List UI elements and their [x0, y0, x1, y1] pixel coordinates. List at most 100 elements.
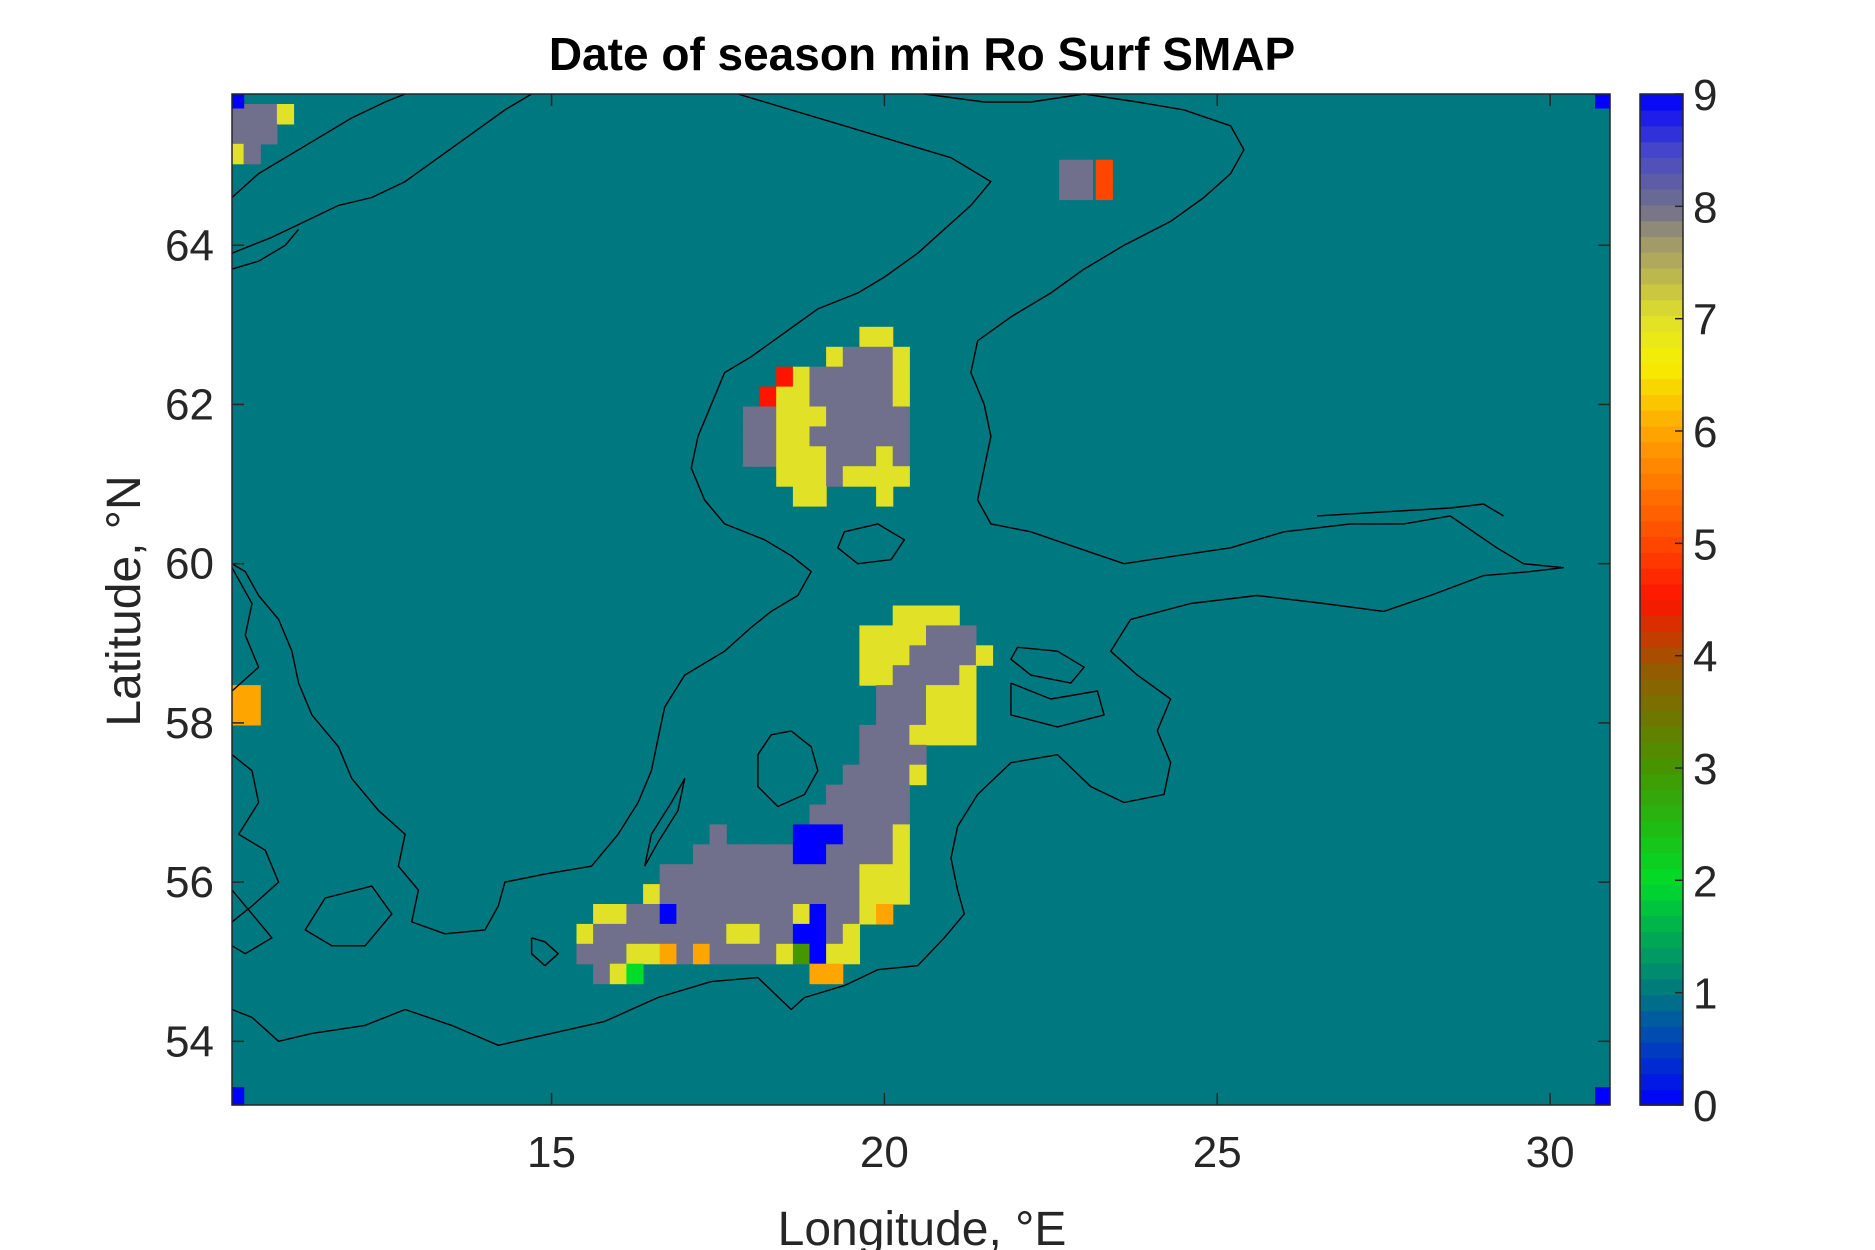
x-tick-label: 20 — [860, 1128, 909, 1177]
heatmap-cell — [626, 943, 644, 965]
colorbar-segment — [1640, 725, 1683, 743]
heatmap-cell — [859, 665, 877, 686]
heatmap-cell — [842, 466, 860, 487]
heatmap-cell — [942, 724, 960, 746]
heatmap-cell — [792, 904, 811, 925]
heatmap-cell — [693, 844, 711, 865]
heatmap-cell — [742, 446, 761, 467]
heatmap-cell — [759, 904, 777, 925]
heatmap-cell — [842, 764, 860, 786]
heatmap-cell — [809, 963, 827, 985]
heatmap-cell — [975, 645, 994, 666]
heatmap-cell — [892, 625, 910, 646]
heatmap-cell — [643, 923, 661, 945]
colorbar-segment — [1640, 978, 1683, 996]
colorbar-segment — [1640, 109, 1683, 127]
heatmap-cell — [859, 406, 877, 427]
heatmap-cell — [909, 764, 927, 786]
y-tick-label: 58 — [165, 699, 214, 748]
colorbar-segment — [1640, 1073, 1683, 1090]
plot-frame — [231, 93, 1611, 1106]
heatmap-cell — [892, 784, 910, 806]
heatmap-cell — [909, 665, 927, 686]
heatmap-cell — [859, 346, 877, 368]
heatmap-cell — [859, 466, 877, 487]
heatmap-cell — [759, 446, 777, 467]
coastline-path — [231, 93, 532, 254]
heatmap-cell — [892, 724, 910, 746]
heatmap-cell — [842, 943, 860, 965]
colorbar-segment — [1640, 1026, 1683, 1043]
heatmap-cell — [676, 943, 694, 965]
coastline-path — [1317, 503, 1504, 517]
heatmap-cell — [826, 884, 844, 905]
colorbar-tick-label: 2 — [1693, 857, 1717, 906]
heatmap-cell — [643, 904, 661, 925]
heatmap-cell — [876, 784, 894, 806]
coastline-path — [231, 228, 300, 270]
colorbar-segment — [1640, 141, 1683, 158]
heatmap-cell — [842, 386, 860, 408]
coastline-path — [231, 754, 280, 923]
heatmap-cell — [693, 884, 711, 905]
heatmap-cell — [892, 366, 910, 388]
heatmap-cell — [609, 963, 627, 985]
coastline — [231, 93, 1565, 1046]
colorbar-tick-label: 1 — [1693, 970, 1717, 1019]
heatmap-cell — [826, 406, 844, 427]
heatmap-cell — [776, 386, 794, 408]
heatmap-cell — [892, 685, 910, 706]
heatmap-cell — [232, 1087, 245, 1106]
colorbar-segment — [1640, 520, 1683, 538]
heatmap-cell — [742, 426, 761, 447]
heatmap-cell — [759, 943, 777, 965]
colorbar-tick-label: 3 — [1693, 745, 1717, 794]
heatmap-cell — [892, 705, 910, 726]
heatmap-cell — [876, 386, 894, 408]
heatmap-cell — [859, 744, 877, 766]
heatmap-cell — [792, 386, 811, 408]
heatmap-cell — [276, 104, 295, 125]
heatmap-cell — [776, 844, 794, 865]
heatmap-cell — [876, 904, 894, 925]
heatmap-cell — [909, 744, 927, 766]
heatmap-cell — [809, 923, 827, 945]
heatmap-cells — [232, 94, 1611, 1106]
heatmap-cell — [643, 943, 661, 965]
heatmap-cell — [742, 923, 761, 945]
heatmap-cell — [842, 784, 860, 806]
colorbar-segment — [1640, 567, 1683, 585]
heatmap-cell — [826, 904, 844, 925]
heatmap-cell — [659, 943, 677, 965]
heatmap-cell — [232, 94, 245, 109]
heatmap-cell — [232, 143, 245, 165]
heatmap-cell — [859, 764, 877, 786]
heatmap-cell — [243, 104, 261, 125]
coastline-path — [644, 777, 686, 867]
colorbar-segment — [1640, 868, 1683, 885]
heatmap-cell — [742, 864, 761, 885]
heatmap-cell — [859, 426, 877, 447]
heatmap-cell — [232, 705, 245, 726]
heatmap-cell — [859, 446, 877, 467]
heatmap-cell — [232, 104, 245, 125]
colorbar-segment — [1640, 915, 1683, 932]
heatmap-cell — [892, 406, 910, 427]
heatmap-cell — [859, 784, 877, 806]
heatmap-cell — [826, 844, 844, 865]
colorbar-segment — [1640, 236, 1683, 253]
heatmap-cell — [643, 884, 661, 905]
heatmap-cell — [1095, 159, 1113, 181]
heatmap-cell — [892, 764, 910, 786]
colorbar-segment — [1640, 836, 1683, 854]
heatmap-cell — [776, 366, 794, 388]
heatmap-cell — [243, 123, 261, 145]
heatmap-cell — [892, 605, 910, 626]
heatmap-cell — [842, 366, 860, 388]
heatmap-cell — [1075, 159, 1093, 181]
heatmap-cell — [842, 426, 860, 447]
heatmap-cell — [792, 426, 811, 447]
x-axis-ticks: 15 20 25 30 — [527, 94, 1575, 1177]
coastline-path — [1010, 646, 1085, 684]
coastline-path — [231, 93, 1565, 1046]
